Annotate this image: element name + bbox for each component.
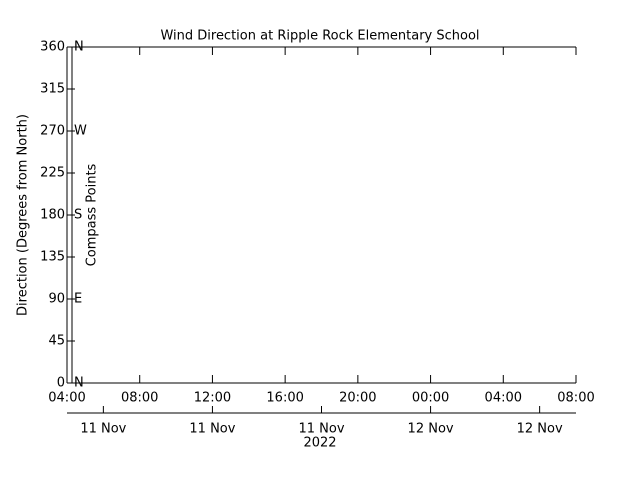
x-tick-label: 04:00 (485, 391, 522, 406)
x-axis-label: 2022 (303, 436, 336, 451)
chart-title: Wind Direction at Ripple Rock Elementary… (160, 29, 479, 44)
x2-tick-label: 11 Nov (189, 422, 235, 437)
x-tick-label: 08:00 (557, 391, 594, 406)
y-tick-label: 315 (40, 82, 65, 97)
y-tick-label: 270 (40, 124, 65, 139)
y-tick-label: 225 (40, 166, 65, 181)
y2-tick-label: S (74, 208, 82, 223)
y2-tick-label: W (74, 124, 87, 139)
y-tick-label: 45 (48, 334, 65, 349)
y-axis-label: Direction (Degrees from North) (16, 114, 31, 316)
y-tick-label: 0 (57, 376, 65, 391)
x2-tick-label: 11 Nov (80, 422, 126, 437)
y-tick-label: 135 (40, 250, 65, 265)
x-tick-label: 12:00 (194, 391, 231, 406)
x-tick-label: 04:00 (48, 391, 85, 406)
y-tick-label: 90 (48, 292, 65, 307)
x-tick-label: 16:00 (266, 391, 303, 406)
y2-tick-label: E (74, 292, 82, 307)
x2-tick-label: 12 Nov (408, 422, 454, 437)
y2-tick-label: N (74, 376, 84, 391)
x2-tick-label: 12 Nov (517, 422, 563, 437)
x-tick-label: 20:00 (339, 391, 376, 406)
y-tick-label: 360 (40, 40, 65, 55)
y2-tick-label: N (74, 40, 84, 55)
x-tick-label: 08:00 (121, 391, 158, 406)
y2-axis-label: Compass Points (85, 163, 100, 266)
x-tick-label: 00:00 (412, 391, 449, 406)
y-tick-label: 180 (40, 208, 65, 223)
x2-tick-label: 11 Nov (298, 422, 344, 437)
